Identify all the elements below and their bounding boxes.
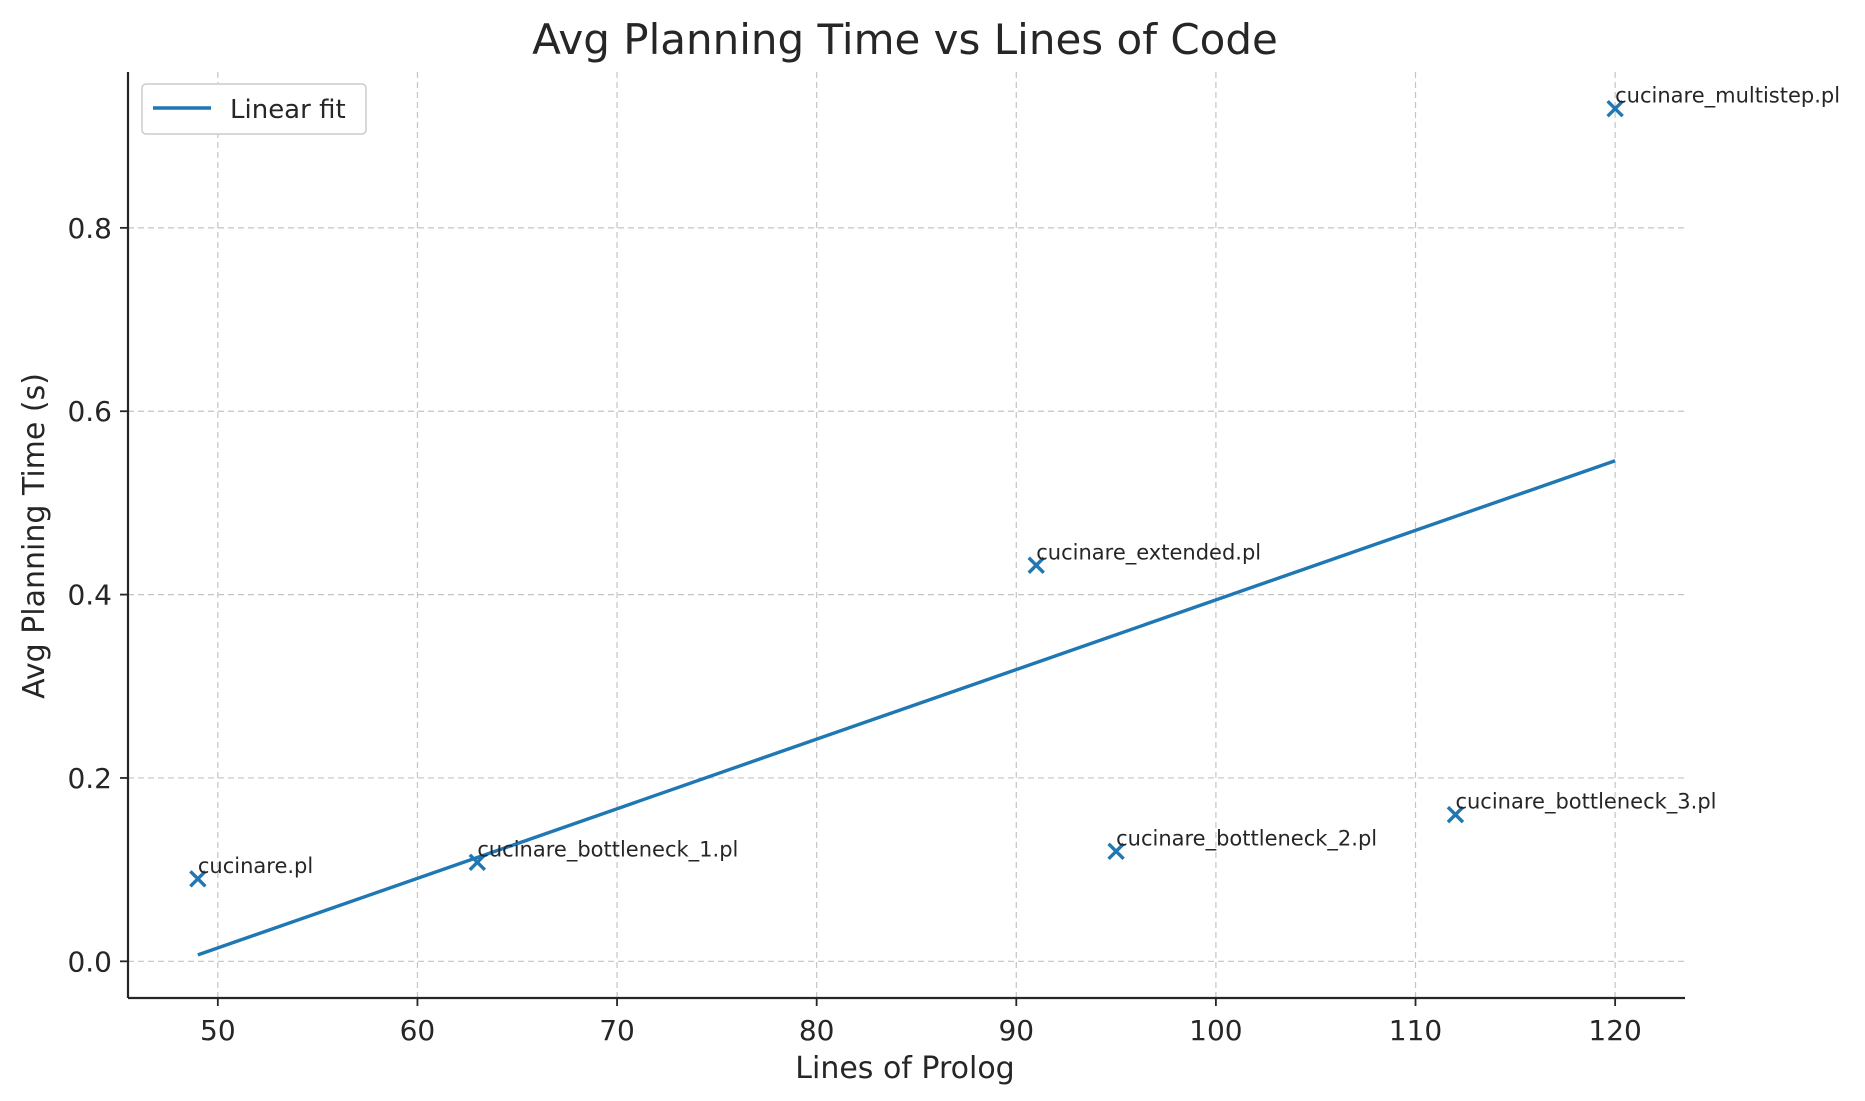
legend: Linear fit [141, 83, 367, 135]
x-tick-label: 120 [1588, 1014, 1641, 1047]
chart-title: Avg Planning Time vs Lines of Code [532, 15, 1278, 64]
y-tick-label: 0.2 [67, 762, 112, 795]
data-point [1446, 805, 1465, 824]
x-tick-label: 70 [599, 1014, 635, 1047]
point-marker-stroke [1107, 842, 1125, 861]
y-tick-label: 0.0 [67, 945, 112, 978]
x-tick-label: 50 [200, 1014, 236, 1047]
data-point [1027, 556, 1045, 574]
point-marker-stroke [1027, 556, 1045, 574]
point-marker-stroke [1446, 805, 1465, 824]
legend-label-linear-fit: Linear fit [230, 95, 346, 125]
y-tick-label: 0.8 [67, 212, 112, 245]
point-marker-stroke [1606, 99, 1624, 118]
y-tick-label: 0.4 [67, 579, 112, 612]
y-axis-label: Avg Planning Time (s) [17, 373, 52, 699]
data-points: cucinare.pl cucinare_bottleneck_1.pl cucin… [189, 84, 1840, 888]
tick-marks: 50 60 70 80 90 100 110 120 0.0 0.2 0.4 0.6 0.8 [67, 212, 1641, 1047]
x-tick-label: 80 [799, 1014, 835, 1047]
x-tick-label: 100 [1189, 1014, 1242, 1047]
point-label: cucinare_bottleneck_1.pl [477, 837, 738, 862]
data-point [189, 870, 207, 888]
data-point [1107, 842, 1125, 861]
data-point [468, 853, 487, 872]
x-tick-label: 60 [400, 1014, 436, 1047]
grid-lines [128, 72, 1685, 998]
x-tick-label: 110 [1389, 1014, 1442, 1047]
point-label: cucinare_multistep.pl [1615, 84, 1840, 109]
point-marker-stroke [189, 870, 207, 888]
point-label: cucinare.pl [198, 854, 313, 878]
linear-fit-line [197, 459, 1616, 957]
x-tick-label: 90 [998, 1014, 1034, 1047]
point-label: cucinare_bottleneck_3.pl [1455, 790, 1716, 815]
point-label: cucinare_extended.pl [1036, 540, 1261, 565]
point-marker-stroke [468, 853, 487, 872]
axes [126, 72, 1685, 1000]
data-point [1606, 99, 1624, 118]
fit-line-layer [197, 459, 1616, 957]
x-axis-label: Lines of Prolog [795, 1051, 1014, 1086]
point-label: cucinare_bottleneck_2.pl [1116, 826, 1377, 851]
y-tick-label: 0.6 [67, 395, 112, 428]
legend-box [141, 83, 367, 135]
